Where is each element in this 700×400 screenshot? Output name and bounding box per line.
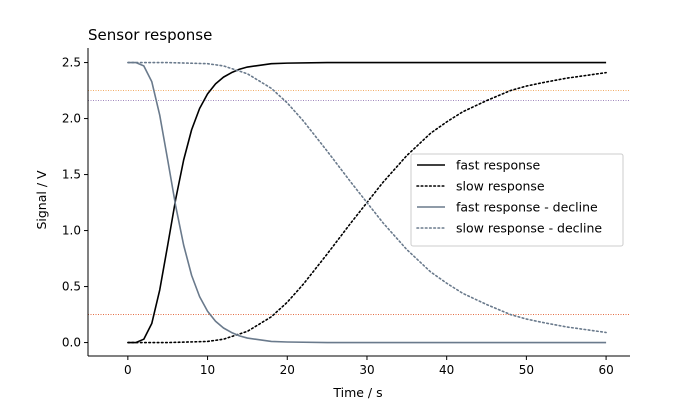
legend-label: fast response - decline xyxy=(456,200,598,215)
axes xyxy=(87,48,630,357)
x-tick-label: 10 xyxy=(200,363,215,377)
x-tick-label: 60 xyxy=(598,363,613,377)
x-ticks: 0 10 20 30 40 50 60 xyxy=(124,356,614,377)
legend-label: fast response xyxy=(456,158,541,173)
legend-box xyxy=(410,153,624,247)
series-line-2 xyxy=(127,71,607,344)
y-tick-label: 0.5 xyxy=(62,280,81,294)
y-tick-label: 2.5 xyxy=(62,56,81,70)
legend: fast response slow response fast response … xyxy=(410,153,624,247)
x-tick-label: 0 xyxy=(124,363,132,377)
series-line-1 xyxy=(127,61,607,344)
series-line-3 xyxy=(127,61,607,344)
y-axis-label: Signal / V xyxy=(34,170,49,230)
series-line-4 xyxy=(127,61,607,334)
legend-label: slow response - decline xyxy=(456,221,602,236)
y-tick-label: 2.0 xyxy=(62,112,81,126)
x-tick-label: 20 xyxy=(280,363,295,377)
y-tick-label: 0.0 xyxy=(62,336,81,350)
y-tick-label: 1.5 xyxy=(62,168,81,182)
x-axis-label: Time / s xyxy=(332,385,382,400)
y-ticks: 0.0 0.5 1.0 1.5 2.0 2.5 xyxy=(62,56,88,350)
reference-lines xyxy=(88,90,630,315)
chart-title: Sensor response xyxy=(88,26,212,44)
x-tick-label: 50 xyxy=(519,363,534,377)
x-tick-label: 40 xyxy=(439,363,454,377)
y-tick-label: 1.0 xyxy=(62,224,81,238)
x-tick-label: 30 xyxy=(359,363,374,377)
legend-label: slow response xyxy=(456,179,545,194)
series-layer xyxy=(127,61,607,344)
